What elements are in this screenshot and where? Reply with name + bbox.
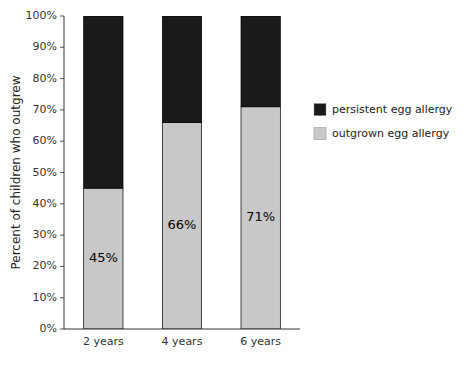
bar [241,16,280,107]
y-tick [60,109,64,110]
y-tick [60,16,64,17]
chart: 0% 10% 20% 30% 40% 50% 60% 70% 80% 90% 100% Percent… [0,0,474,365]
y-tick [60,78,64,79]
bar [241,107,280,329]
y-axis [64,16,65,329]
x-tick-label: 4 years [162,335,203,348]
y-tick [60,141,64,142]
y-tick-label: 50% [33,166,57,179]
data-label: 45% [89,250,118,265]
y-tick [60,266,64,267]
y-tick-label: 80% [33,72,57,85]
y-tick-label: 30% [33,228,57,241]
y-axis-label: Percent of children who outgrew [9,75,23,269]
y-tick-label: 100% [26,9,57,22]
bar [84,16,123,188]
y-tick [60,172,64,173]
legend-swatch [314,104,326,116]
bars [84,16,281,329]
y-tick-label: 70% [33,103,57,116]
legend-swatch [314,128,326,140]
y-tick-label: 0% [40,322,57,335]
y-tick-label: 40% [33,197,57,210]
legend-label: persistent egg allergy [332,103,453,116]
bar [162,16,201,122]
y-tick [60,203,64,204]
x-tick-label: 2 years [83,335,124,348]
y-tick-label: 60% [33,134,57,147]
y-tick-label: 90% [33,40,57,53]
y-tick-label: 10% [33,291,57,304]
bar [84,188,123,329]
y-tick [60,329,64,330]
legend-label: outgrown egg allergy [332,127,450,140]
x-axis [64,329,300,330]
data-label: 71% [246,209,275,224]
y-tick [60,297,64,298]
y-tick-label: 20% [33,259,57,272]
x-tick-label: 6 years [240,335,281,348]
y-tick [60,47,64,48]
y-tick [60,235,64,236]
data-label: 66% [168,217,197,232]
bar [162,122,201,329]
